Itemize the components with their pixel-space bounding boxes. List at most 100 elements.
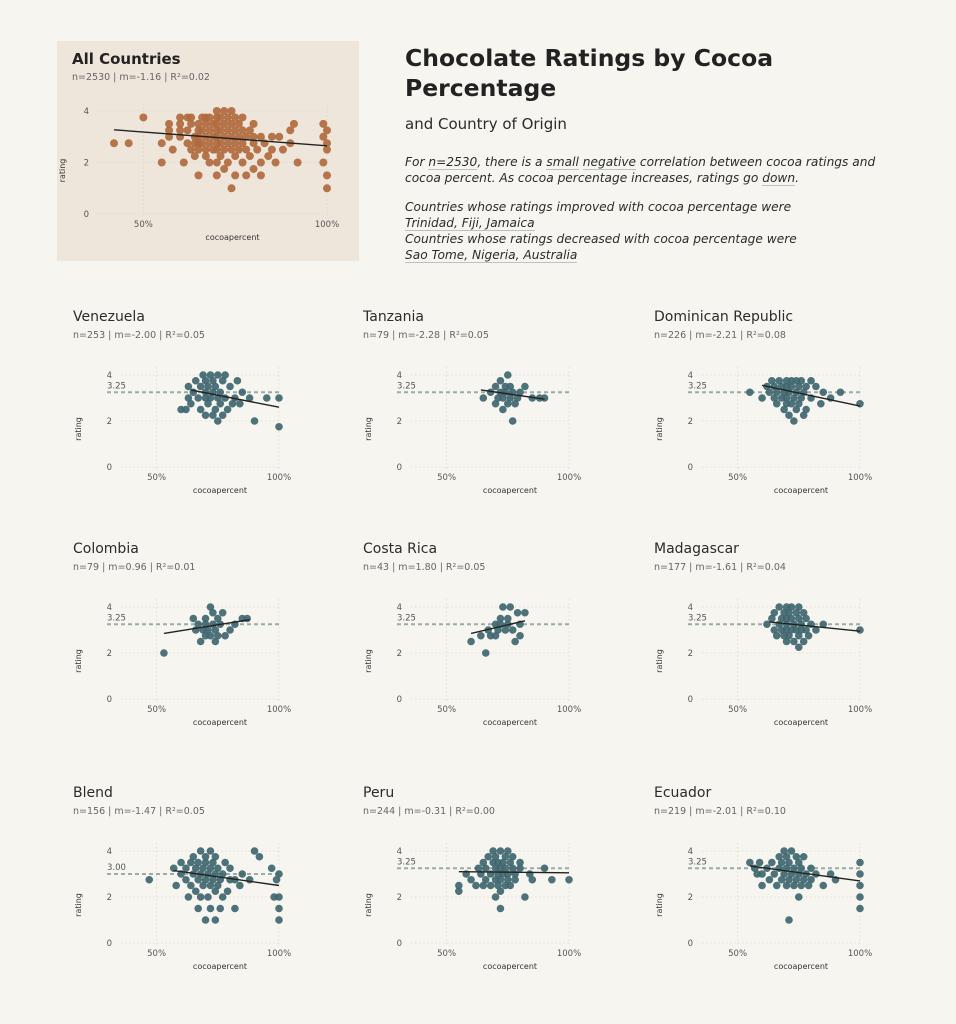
data-point: [139, 113, 148, 122]
data-point: [792, 875, 801, 884]
data-point: [211, 637, 220, 646]
data-point: [206, 847, 215, 855]
data-point: [238, 126, 247, 135]
description: For n=2530, there is a small negative co…: [405, 154, 905, 276]
data-point: [212, 107, 221, 115]
improved-list: Trinidad, Fiji, Jamaica: [405, 216, 535, 231]
data-point: [220, 145, 229, 154]
x-tick-label: 50%: [437, 949, 456, 959]
data-point: [209, 411, 217, 420]
data-point: [213, 881, 222, 890]
data-point: [521, 382, 529, 391]
data-point: [508, 626, 517, 634]
data-point: [242, 145, 251, 154]
data-point: [496, 875, 505, 884]
data-point: [755, 858, 764, 867]
x-axis-label: cocoapercent: [774, 718, 828, 727]
decreased-list: Sao Tome, Nigeria, Australia: [405, 248, 578, 263]
data-point: [238, 388, 247, 397]
trend-line: [163, 618, 250, 635]
trend-line: [113, 129, 328, 147]
data-point: [221, 394, 229, 402]
data-point: [183, 126, 192, 135]
x-tick-label: 50%: [437, 705, 456, 715]
data-point: [221, 371, 229, 379]
data-point: [218, 608, 227, 617]
data-point: [506, 382, 515, 391]
data-point: [775, 852, 784, 861]
data-point: [472, 881, 480, 890]
data-point: [262, 394, 271, 402]
panel-title: Madagascar: [654, 541, 739, 557]
data-point: [205, 158, 214, 167]
data-point: [249, 132, 258, 141]
data-point: [802, 626, 810, 634]
countries-paragraph: Countries whose ratings improved with co…: [405, 199, 905, 263]
x-tick-label: 50%: [728, 705, 747, 715]
x-tick-label: 100%: [315, 220, 339, 230]
x-tick-label: 100%: [848, 705, 872, 715]
data-point: [804, 881, 813, 890]
data-point: [275, 893, 283, 901]
data-point: [191, 887, 200, 896]
y-tick-label: 0: [107, 695, 112, 705]
data-point: [797, 394, 806, 402]
data-point: [856, 904, 864, 913]
data-point: [802, 382, 810, 391]
x-tick-label: 100%: [848, 949, 872, 959]
data-point: [819, 388, 828, 397]
data-point: [187, 113, 196, 122]
costa-rica-panel: Costa Rica n=43 | m=1.80 | R²=0.05 0 2 4 50…: [363, 541, 623, 731]
data-point: [236, 881, 244, 890]
data-point: [785, 631, 793, 640]
data-point: [206, 904, 215, 913]
data-point: [746, 388, 754, 397]
y-tick-label: 4: [688, 371, 693, 381]
data-point: [216, 139, 225, 148]
data-point: [278, 145, 287, 154]
summary-paragraph: For n=2530, there is a small negative co…: [405, 155, 876, 186]
data-point: [802, 614, 810, 623]
data-point: [216, 126, 225, 135]
y-tick-label: 2: [107, 893, 112, 903]
data-point: [264, 152, 273, 161]
venezuela-chart: 0 2 4 50% 100% cocoapercent rating 3.25: [74, 367, 291, 495]
decreased-text: Countries whose ratings decreased with c…: [405, 232, 797, 246]
y-tick-label: 0: [688, 463, 693, 473]
x-axis-label: cocoapercent: [193, 718, 247, 727]
data-point: [780, 405, 788, 414]
data-point: [233, 376, 242, 385]
data-point: [206, 631, 215, 640]
x-axis-label: cocoapercent: [193, 962, 247, 971]
data-point: [819, 881, 828, 890]
data-point: [187, 399, 195, 408]
data-point: [797, 864, 806, 873]
data-point: [165, 119, 174, 128]
data-point: [775, 603, 784, 611]
data-point: [770, 626, 779, 634]
small-highlight: small: [546, 155, 579, 170]
data-point: [182, 864, 190, 873]
negative-highlight: negative: [582, 155, 637, 170]
data-point: [253, 145, 262, 154]
data-point: [286, 126, 295, 135]
data-point: [227, 184, 236, 193]
panel-stats: n=79 | m=0.96 | R²=0.01: [73, 562, 196, 573]
data-point: [856, 399, 864, 408]
x-tick-label: 50%: [728, 949, 747, 959]
data-point: [204, 626, 212, 634]
data-point: [191, 864, 200, 873]
x-tick-label: 50%: [728, 473, 747, 483]
data-point: [227, 119, 236, 128]
y-tick-label: 0: [107, 463, 112, 473]
data-point: [474, 864, 483, 873]
data-point: [201, 875, 210, 884]
data-point: [212, 132, 221, 141]
data-point: [226, 382, 234, 391]
panel-title: All Countries: [72, 50, 181, 68]
data-point: [189, 614, 198, 623]
data-point: [792, 608, 801, 617]
data-point: [499, 858, 507, 867]
data-point: [212, 158, 221, 167]
data-point: [194, 145, 203, 154]
